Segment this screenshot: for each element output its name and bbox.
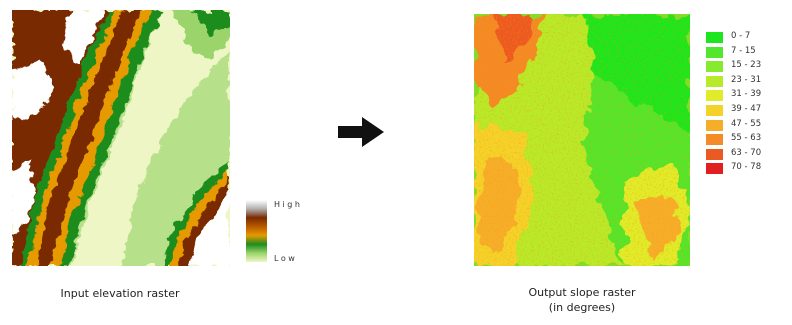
- legend-label: 39 - 47: [731, 103, 762, 114]
- legend-item: 15 - 23: [706, 59, 792, 74]
- legend-swatch: [706, 148, 723, 160]
- legend-item: 23 - 31: [706, 74, 792, 89]
- legend-label: 31 - 39: [731, 89, 762, 100]
- output-caption-line2: (in degrees): [548, 301, 616, 314]
- legend-item: 7 - 15: [706, 45, 792, 60]
- elevation-color-ramp: [246, 200, 267, 262]
- legend-item: 31 - 39: [706, 88, 792, 103]
- legend-swatch: [706, 104, 723, 116]
- elevation-map: [12, 10, 230, 266]
- output-slope-raster: [474, 14, 690, 266]
- output-caption-line1: Output slope raster: [528, 286, 636, 299]
- output-caption: Output slope raster (in degrees): [460, 285, 704, 315]
- legend-swatch: [706, 134, 723, 146]
- legend-label: 23 - 31: [731, 74, 762, 85]
- legend-label: 47 - 55: [731, 118, 762, 129]
- slope-legend: 0 - 7 7 - 15 15 - 23 23 - 31 31 - 39 39 - 47 4…: [706, 30, 792, 176]
- legend-item: 63 - 70: [706, 147, 792, 162]
- legend-swatch: [706, 119, 723, 131]
- input-elevation-raster: [12, 10, 230, 266]
- slope-map: [474, 14, 690, 266]
- legend-label: 0 - 7: [731, 31, 751, 41]
- legend-swatch: [706, 32, 723, 43]
- legend-label: 55 - 63: [731, 133, 762, 144]
- legend-swatch: [706, 90, 723, 102]
- legend-item: 47 - 55: [706, 118, 792, 133]
- legend-label: 15 - 23: [731, 60, 762, 71]
- legend-label: 7 - 15: [731, 45, 756, 56]
- legend-swatch: [706, 46, 723, 58]
- legend-item: 55 - 63: [706, 132, 792, 147]
- elevation-legend: High Low: [246, 200, 326, 268]
- right-arrow-icon: [338, 117, 384, 151]
- legend-low-label: Low: [274, 254, 298, 263]
- legend-swatch: [706, 163, 723, 175]
- legend-high-label: High: [274, 200, 303, 209]
- legend-swatch: [706, 61, 723, 73]
- legend-swatch: [706, 75, 723, 87]
- input-caption: Input elevation raster: [60, 287, 180, 300]
- legend-item: 70 - 78: [706, 161, 792, 176]
- legend-item: 0 - 7: [706, 30, 792, 45]
- legend-label: 63 - 70: [731, 147, 762, 158]
- legend-item: 39 - 47: [706, 103, 792, 118]
- legend-label: 70 - 78: [731, 162, 762, 173]
